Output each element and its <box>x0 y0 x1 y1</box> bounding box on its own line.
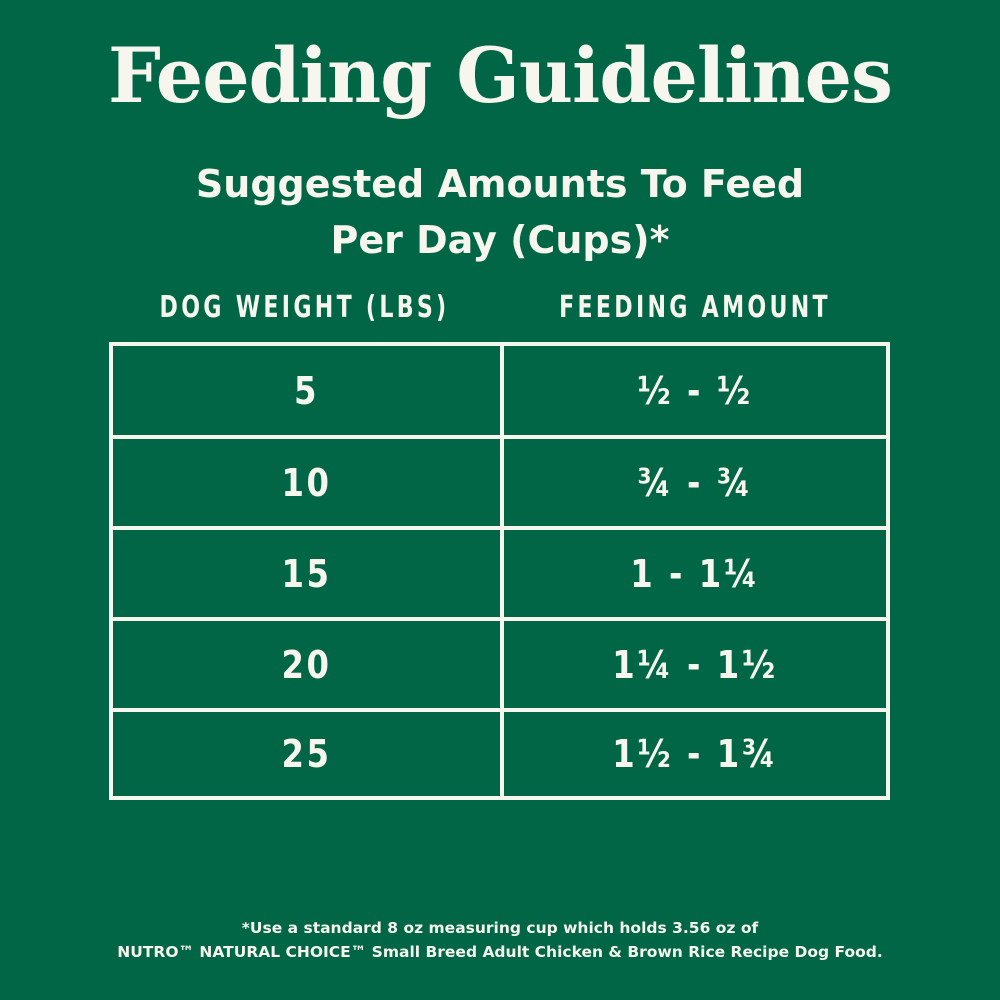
footnote-line-2: NUTRO™ NATURAL CHOICE™ Small Breed Adult… <box>117 943 883 961</box>
column-header-dog-weight: DOG WEIGHT (LBS) <box>159 290 450 325</box>
feeding-amount-cell: 1 - 1¼ <box>630 551 760 596</box>
dog-weight-cell: 10 <box>281 460 332 505</box>
subtitle-line-1: Suggested Amounts To Feed <box>195 162 805 206</box>
feeding-table: 5 ½ - ½ 10 ¾ - ¾ 15 1 - 1¼ 20 1¼ - 1½ 25… <box>109 342 890 800</box>
table-row: 5 ½ - ½ <box>113 346 886 435</box>
table-row: 20 1¼ - 1½ <box>113 617 886 708</box>
subtitle-line-2: Per Day (Cups)* <box>330 218 670 262</box>
subtitle: Suggested Amounts To Feed Per Day (Cups)… <box>0 156 1000 268</box>
table-row: 10 ¾ - ¾ <box>113 435 886 526</box>
page-title: Feeding Guidelines <box>107 31 893 120</box>
footnote: *Use a standard 8 oz measuring cup which… <box>0 916 1000 964</box>
column-divider <box>500 346 504 796</box>
feeding-amount-cell: ½ - ½ <box>637 368 753 413</box>
footnote-line-1: *Use a standard 8 oz measuring cup which… <box>241 919 759 937</box>
table-row: 25 1½ - 1¾ <box>113 708 886 796</box>
column-header-feeding-amount: FEEDING AMOUNT <box>559 290 831 325</box>
table-row: 15 1 - 1¼ <box>113 526 886 617</box>
feeding-amount-cell: 1¼ - 1½ <box>612 642 778 687</box>
dog-weight-cell: 5 <box>293 368 320 413</box>
feeding-amount-cell: 1½ - 1¾ <box>612 732 778 776</box>
feeding-amount-cell: ¾ - ¾ <box>637 460 753 505</box>
dog-weight-cell: 20 <box>281 642 332 687</box>
dog-weight-cell: 25 <box>281 732 332 776</box>
dog-weight-cell: 15 <box>281 551 332 596</box>
